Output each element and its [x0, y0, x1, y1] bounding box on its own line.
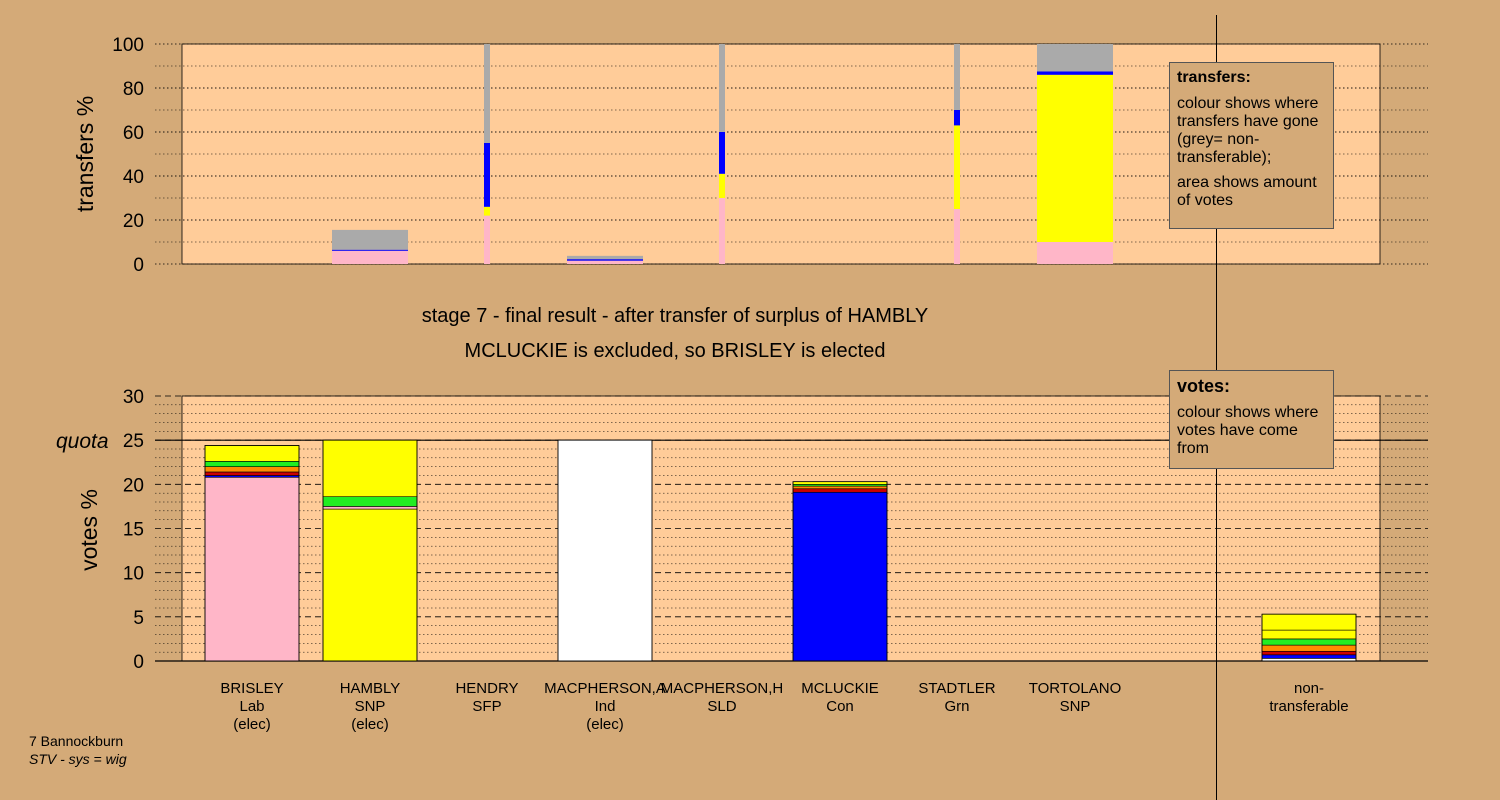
- quota-label: quota: [56, 430, 109, 453]
- transfer-segment: [954, 125, 960, 209]
- vote-bar-segment: [792, 488, 888, 493]
- vote-bar-segment: [204, 466, 300, 473]
- transfer-segment: [567, 260, 643, 264]
- transfer-segment: [332, 250, 408, 264]
- vote-bar-segment: [792, 491, 888, 662]
- vote-bar-outline: [204, 445, 300, 662]
- nontransferable-bar-segment: [1261, 644, 1357, 652]
- nontransferable-label: transferable: [1269, 698, 1348, 715]
- votes-tick-label: 10: [123, 564, 144, 585]
- candidate-name-label: BRISLEY: [220, 680, 283, 697]
- candidate-party-label: Con: [826, 698, 854, 715]
- transfers-tick-label: 60: [123, 123, 144, 144]
- nontransferable-bar-segment: [1261, 650, 1357, 656]
- transfer-segment: [484, 44, 490, 143]
- candidate-party-label: Ind: [595, 698, 616, 715]
- transfer-segment: [954, 110, 960, 126]
- candidate-name-label: STADTLER: [918, 680, 995, 697]
- nontransferable-bar-segment: [1261, 629, 1357, 640]
- nontransferable-label: non-: [1294, 680, 1324, 697]
- votes-tick-label: 20: [123, 475, 144, 496]
- candidate-status-label: (elec): [233, 716, 271, 733]
- votes-y-axis-label: votes %: [76, 489, 102, 571]
- stage-subtitle: MCLUCKIE is excluded, so BRISLEY is elec…: [464, 340, 886, 362]
- transfer-segment: [332, 229, 408, 250]
- transfers-legend-line2: area shows amount of votes: [1177, 174, 1317, 209]
- transfer-segment: [567, 255, 643, 260]
- transfer-segment: [719, 44, 725, 132]
- votes-tick-label: 5: [133, 608, 144, 629]
- candidate-name-label: MCLUCKIE: [801, 680, 879, 697]
- vote-bar-segment: [204, 476, 300, 662]
- vote-bar-segment: [792, 485, 888, 490]
- stage-title: stage 7 - final result - after transfer …: [421, 305, 929, 327]
- candidate-name-label: HENDRY: [455, 680, 518, 697]
- candidate-party-label: SNP: [1060, 698, 1091, 715]
- candidate-party-label: SLD: [707, 698, 736, 715]
- vote-bar-segment: [557, 439, 653, 662]
- vote-bar-segment: [322, 496, 418, 507]
- votes-tick-label: 15: [123, 520, 144, 541]
- transfer-segment: [484, 206, 490, 216]
- votes-tick-label: 0: [133, 652, 144, 673]
- candidate-party-label: SFP: [472, 698, 501, 715]
- votes-legend-line1: colour shows where votes have come from: [1177, 404, 1319, 457]
- vote-bar-outline: [792, 481, 888, 662]
- candidate-party-label: SNP: [355, 698, 386, 715]
- transfer-segment: [719, 132, 725, 174]
- vote-bar-segment: [204, 445, 300, 462]
- transfer-segment: [954, 44, 960, 110]
- vote-bar-outline: [322, 439, 418, 662]
- vote-bar-segment: [322, 508, 418, 662]
- vote-bar-segment: [322, 506, 418, 510]
- candidate-status-label: (elec): [351, 716, 389, 733]
- votes-tick-label: 25: [123, 431, 144, 452]
- transfers-legend-title: transfers:: [1177, 69, 1251, 86]
- transfers-tick-label: 100: [112, 35, 144, 56]
- candidate-name-label: HAMBLY: [340, 680, 401, 697]
- transfer-segment: [954, 209, 960, 264]
- candidate-party-label: Lab: [239, 698, 264, 715]
- vote-bar-segment: [204, 461, 300, 467]
- vote-bar-segment: [204, 471, 300, 476]
- candidate-status-label: (elec): [586, 716, 624, 733]
- votes-tick-label: 30: [123, 387, 144, 408]
- vote-bar-outline: [557, 439, 653, 662]
- transfers-tick-label: 40: [123, 167, 144, 188]
- transfer-segment: [567, 259, 643, 261]
- transfer-segment: [484, 143, 490, 207]
- candidate-name-label: MACPHERSON,H: [661, 680, 784, 697]
- transfers-tick-label: 0: [133, 255, 144, 276]
- transfer-segment: [1037, 71, 1113, 75]
- nontransferable-bar-segment: [1261, 613, 1357, 631]
- transfer-segment: [332, 249, 408, 251]
- candidate-party-label: Grn: [944, 698, 969, 715]
- footer-system: STV - sys = wig: [29, 751, 127, 767]
- transfer-segment: [719, 198, 725, 264]
- candidate-name-label: MACPHERSON,A: [544, 680, 666, 697]
- transfer-segment: [1037, 44, 1113, 72]
- transfers-tick-label: 80: [123, 79, 144, 100]
- nontransferable-bar-segment: [1261, 654, 1357, 659]
- candidate-name-label: TORTOLANO: [1029, 680, 1122, 697]
- footer-ward: 7 Bannockburn: [29, 733, 124, 749]
- transfer-segment: [484, 215, 490, 264]
- transfer-segment: [1037, 242, 1113, 264]
- nontransferable-bar-outline: [1261, 613, 1357, 662]
- transfers-legend: transfers: colour shows where transfers …: [1169, 62, 1334, 229]
- votes-legend: votes: colour shows where votes have com…: [1169, 370, 1334, 469]
- transfers-legend-line1: colour shows where transfers have gone (…: [1177, 95, 1319, 166]
- nontransferable-bar-segment: [1261, 638, 1357, 646]
- transfer-segment: [719, 173, 725, 198]
- transfers-y-axis-label: transfers %: [72, 96, 98, 212]
- votes-legend-title: votes:: [1177, 376, 1231, 396]
- transfer-segment: [1037, 74, 1113, 242]
- transfers-tick-label: 20: [123, 211, 144, 232]
- vote-bar-segment: [322, 439, 418, 497]
